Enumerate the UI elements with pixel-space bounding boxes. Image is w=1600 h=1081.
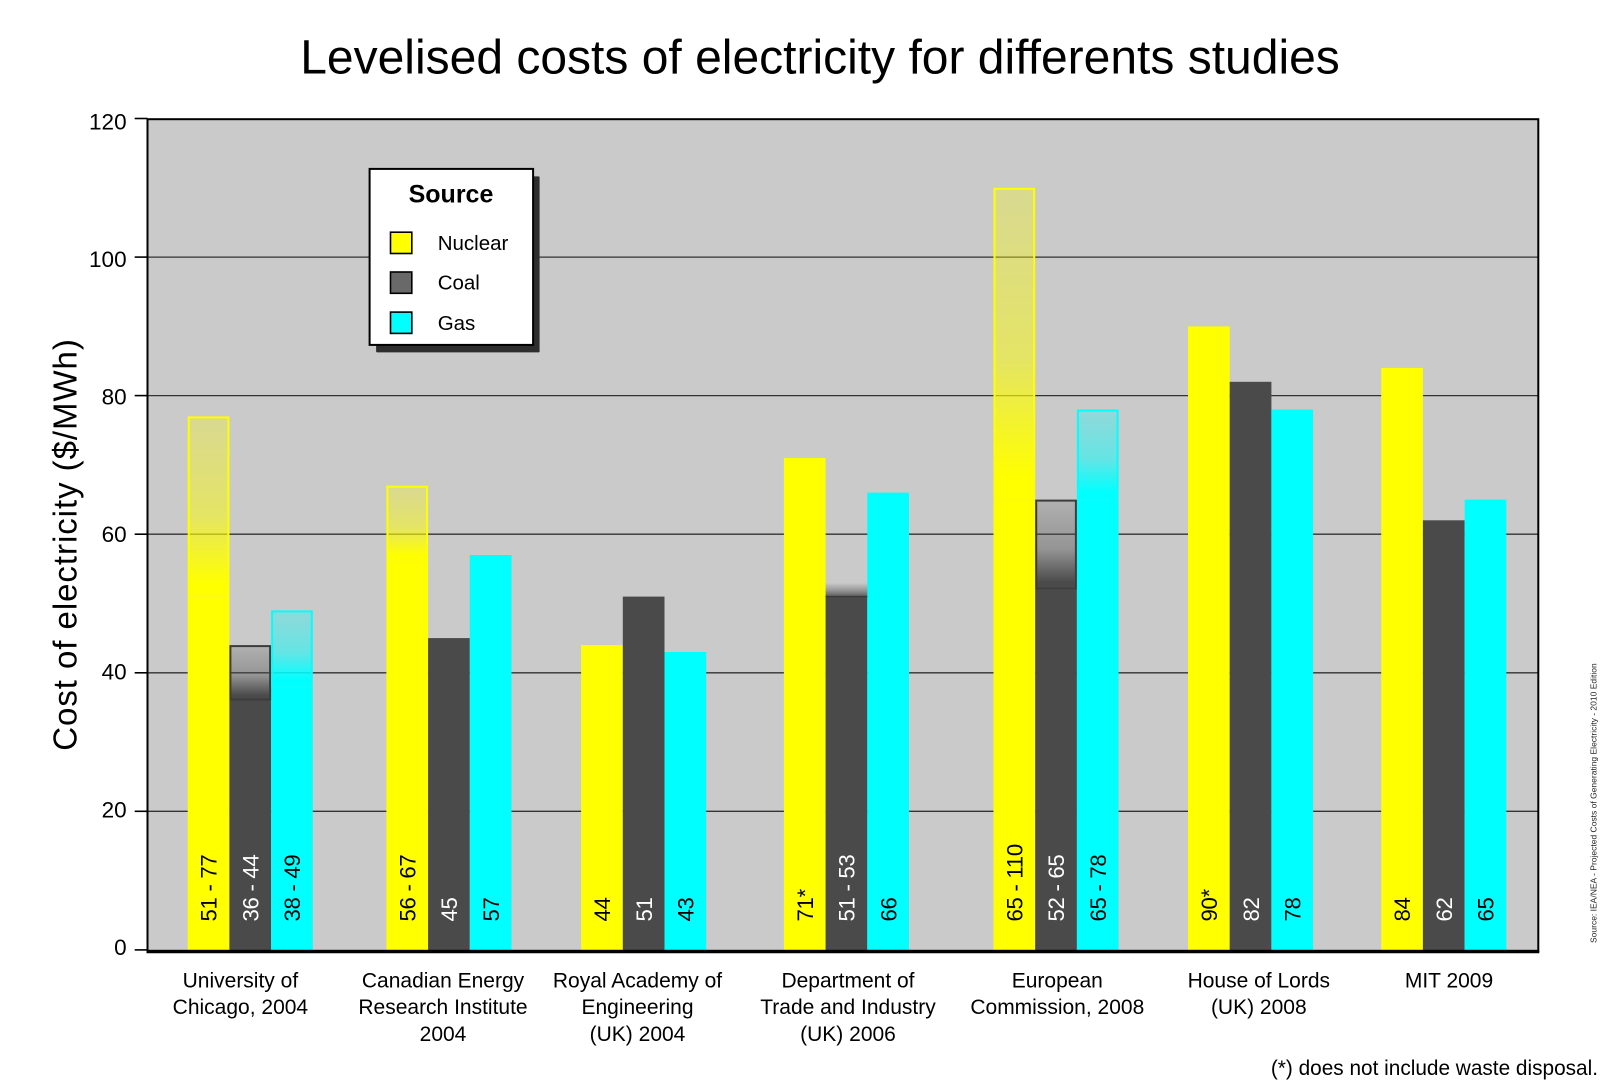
svg-text:62: 62 bbox=[1432, 897, 1457, 921]
svg-text:82: 82 bbox=[1239, 897, 1264, 921]
svg-text:65 - 110: 65 - 110 bbox=[1003, 844, 1028, 921]
svg-text:51 - 53: 51 - 53 bbox=[835, 855, 860, 922]
svg-text:66: 66 bbox=[876, 897, 901, 921]
svg-text:(*) does not include waste dis: (*) does not include waste disposal. bbox=[1271, 1057, 1598, 1080]
svg-text:43: 43 bbox=[674, 897, 699, 921]
svg-text:120: 120 bbox=[89, 109, 127, 134]
svg-text:45: 45 bbox=[437, 897, 462, 921]
svg-text:Source: IEA/NEA - Projected Co: Source: IEA/NEA - Projected Costs of Gen… bbox=[1589, 663, 1599, 943]
svg-text:Source: Source bbox=[409, 180, 494, 208]
svg-text:100: 100 bbox=[89, 247, 127, 272]
svg-text:Chicago, 2004: Chicago, 2004 bbox=[173, 996, 309, 1019]
svg-text:57: 57 bbox=[479, 897, 504, 921]
svg-text:Cost of electricity ($/MWh): Cost of electricity ($/MWh) bbox=[47, 338, 84, 751]
svg-text:House of Lords: House of Lords bbox=[1188, 970, 1330, 993]
svg-text:0: 0 bbox=[114, 935, 127, 960]
svg-text:Coal: Coal bbox=[438, 272, 480, 295]
svg-text:51 - 77: 51 - 77 bbox=[197, 855, 222, 922]
svg-text:Canadian Energy: Canadian Energy bbox=[362, 970, 525, 993]
svg-text:Research Institute: Research Institute bbox=[358, 996, 527, 1019]
svg-text:MIT 2009: MIT 2009 bbox=[1405, 970, 1493, 993]
svg-text:52 - 65: 52 - 65 bbox=[1044, 855, 1069, 922]
svg-text:Nuclear: Nuclear bbox=[438, 232, 509, 255]
svg-text:(UK) 2004: (UK) 2004 bbox=[590, 1023, 686, 1046]
svg-text:36 - 44: 36 - 44 bbox=[238, 855, 263, 922]
svg-text:Engineering: Engineering bbox=[581, 996, 693, 1019]
svg-text:44: 44 bbox=[590, 897, 615, 921]
svg-text:(UK) 2006: (UK) 2006 bbox=[800, 1023, 896, 1046]
svg-text:Commission, 2008: Commission, 2008 bbox=[970, 996, 1144, 1019]
svg-text:Department of: Department of bbox=[781, 970, 914, 993]
svg-text:20: 20 bbox=[102, 797, 127, 822]
svg-text:51: 51 bbox=[632, 897, 657, 921]
svg-text:60: 60 bbox=[102, 522, 127, 547]
svg-text:78: 78 bbox=[1281, 897, 1306, 921]
svg-text:40: 40 bbox=[102, 660, 127, 685]
svg-text:90*: 90* bbox=[1197, 888, 1222, 921]
svg-text:38 - 49: 38 - 49 bbox=[280, 855, 305, 922]
svg-text:(UK) 2008: (UK) 2008 bbox=[1211, 996, 1307, 1019]
svg-text:University of: University of bbox=[183, 970, 299, 993]
svg-text:80: 80 bbox=[102, 385, 127, 410]
svg-text:European: European bbox=[1012, 970, 1103, 993]
svg-text:Levelised costs of electricity: Levelised costs of electricity for diffe… bbox=[300, 32, 1340, 85]
svg-text:2004: 2004 bbox=[420, 1023, 467, 1046]
svg-text:71*: 71* bbox=[793, 888, 818, 921]
svg-text:Trade and Industry: Trade and Industry bbox=[760, 996, 936, 1019]
svg-text:65 - 78: 65 - 78 bbox=[1086, 855, 1111, 922]
svg-text:56 - 67: 56 - 67 bbox=[395, 855, 420, 922]
svg-text:Gas: Gas bbox=[438, 312, 476, 335]
svg-text:65: 65 bbox=[1474, 897, 1499, 921]
svg-text:84: 84 bbox=[1390, 897, 1415, 921]
svg-text:Royal Academy of: Royal Academy of bbox=[553, 970, 722, 993]
